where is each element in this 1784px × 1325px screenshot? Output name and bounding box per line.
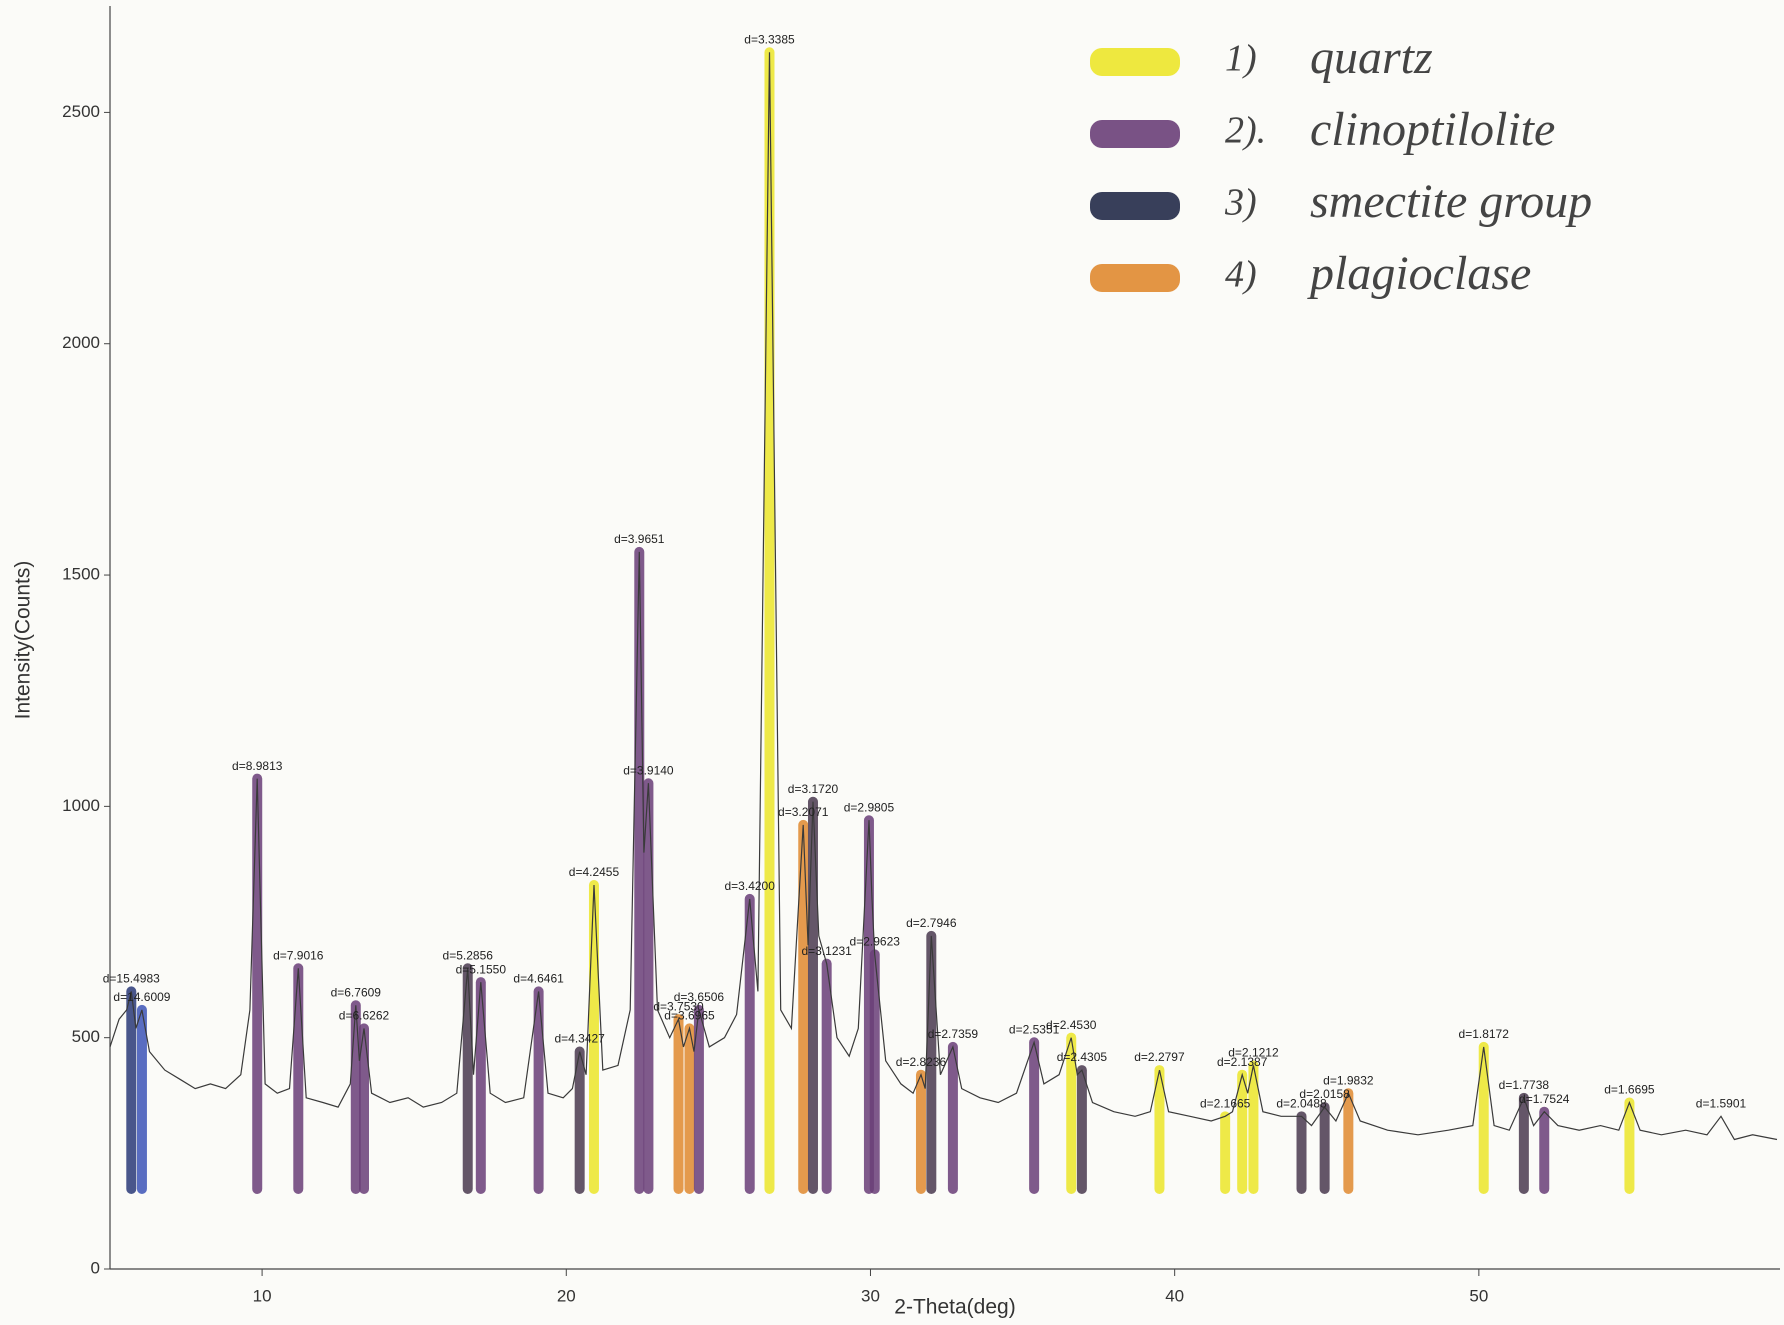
- legend-swatch: [1090, 48, 1180, 76]
- peak-label: d=1.5901: [1696, 1097, 1747, 1111]
- legend-marker: 4): [1225, 254, 1257, 296]
- peak-label: d=7.9016: [273, 948, 324, 962]
- peak-label: d=2.1387: [1217, 1055, 1268, 1069]
- peak-label: d=5.2856: [443, 948, 494, 962]
- x-tick-label: 30: [861, 1286, 880, 1305]
- peak-label: d=2.8236: [896, 1055, 947, 1069]
- peak-label: d=1.9832: [1323, 1073, 1374, 1087]
- peak-label: d=3.7530: [653, 999, 704, 1013]
- legend-name: quartz: [1310, 31, 1433, 84]
- y-tick-label: 1500: [62, 565, 100, 584]
- peak-label: d=14.6009: [113, 990, 170, 1004]
- peak-label: d=4.6461: [513, 972, 564, 986]
- x-tick-label: 40: [1165, 1286, 1184, 1305]
- legend-swatch: [1090, 192, 1180, 220]
- y-tick-label: 500: [72, 1027, 100, 1046]
- peak-label: d=15.4983: [103, 972, 160, 986]
- peak-label: d=2.4305: [1057, 1050, 1108, 1064]
- peak-label: d=2.7946: [906, 916, 957, 930]
- peak-label: d=4.2455: [569, 865, 620, 879]
- legend-marker: 3): [1224, 182, 1257, 224]
- legend-marker: 1): [1225, 38, 1257, 80]
- peak-label: d=2.2797: [1134, 1050, 1185, 1064]
- legend-name: smectite group: [1310, 175, 1592, 228]
- x-tick-label: 50: [1469, 1286, 1488, 1305]
- peak-label: d=2.0158: [1299, 1087, 1350, 1101]
- legend-swatch: [1090, 120, 1180, 148]
- legend-name: plagioclase: [1307, 247, 1531, 300]
- legend-swatch: [1090, 264, 1180, 292]
- peak-label: d=3.6965: [664, 1009, 715, 1023]
- peak-label: d=2.5351: [1009, 1022, 1060, 1036]
- peak-label: d=2.9805: [844, 800, 895, 814]
- x-axis-title: 2-Theta(deg): [894, 1296, 1015, 1319]
- peak-label: d=1.8172: [1459, 1027, 1510, 1041]
- peak-label: d=3.6506: [674, 990, 725, 1004]
- peak-label: d=3.9651: [614, 532, 665, 546]
- y-axis-title: Intensity(Counts): [12, 561, 35, 720]
- y-tick-label: 2500: [62, 102, 100, 121]
- peak-label: d=2.1212: [1228, 1046, 1279, 1060]
- peak-label: d=2.0488: [1276, 1097, 1327, 1111]
- peak-label: d=6.6262: [339, 1009, 390, 1023]
- peak-label: d=8.9813: [232, 759, 283, 773]
- peak-label: d=1.7524: [1519, 1092, 1570, 1106]
- peak-label: d=3.1720: [788, 782, 839, 796]
- y-tick-label: 2000: [62, 333, 100, 352]
- peak-label: d=2.4530: [1046, 1018, 1097, 1032]
- x-tick-label: 10: [253, 1286, 272, 1305]
- peak-label: d=3.3385: [744, 32, 795, 46]
- xrd-trace: [109, 52, 1778, 1141]
- peak-label: d=3.1231: [801, 944, 852, 958]
- peak-label: d=6.7609: [331, 985, 382, 999]
- peak-label: d=2.9623: [850, 935, 901, 949]
- peak-label: d=1.7738: [1499, 1078, 1550, 1092]
- peak-label: d=4.3427: [554, 1032, 605, 1046]
- peak-label: d=5.1550: [456, 962, 507, 976]
- legend-marker: 2).: [1225, 110, 1266, 152]
- peak-label: d=3.4200: [725, 879, 776, 893]
- legend-name: clinoptilolite: [1310, 103, 1555, 156]
- peak-label: d=2.7359: [928, 1027, 979, 1041]
- peak-label: d=3.9140: [623, 763, 674, 777]
- peak-label: d=2.1665: [1200, 1097, 1251, 1111]
- peak-label: d=1.6695: [1604, 1083, 1655, 1097]
- y-tick-label: 0: [91, 1258, 100, 1277]
- y-tick-label: 1000: [62, 796, 100, 815]
- x-tick-label: 20: [557, 1286, 576, 1305]
- peak-label: d=3.2071: [778, 805, 829, 819]
